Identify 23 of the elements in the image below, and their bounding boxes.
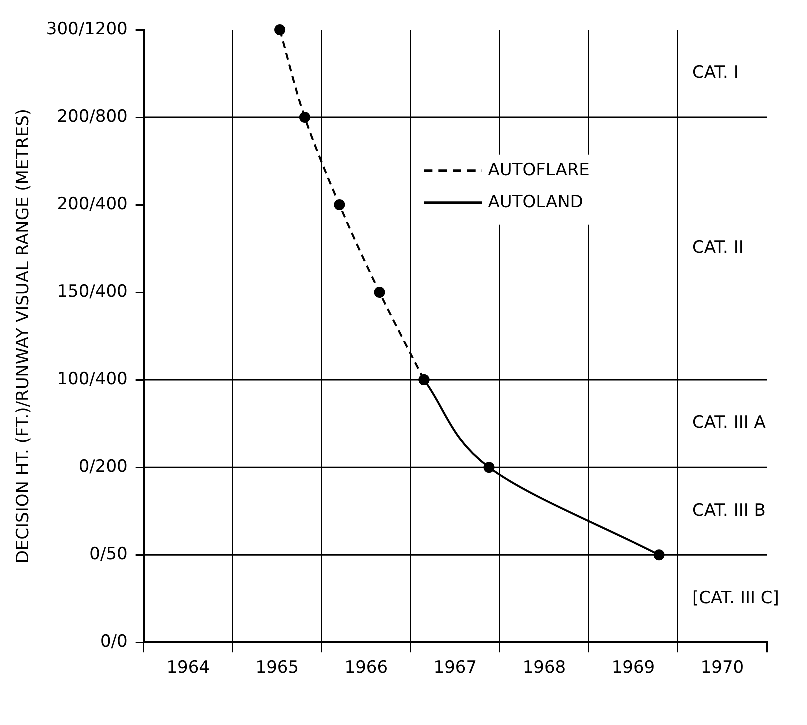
y-axis-title: DECISION HT. (FT.)/RUNWAY VISUAL RANGE (METRES) [14,108,34,564]
x-tick-label: 1970 [700,658,744,678]
y-tick-label: 150/400 [57,282,128,302]
annotation: CAT. I [692,63,739,84]
y-tick-label: 0/0 [100,632,128,652]
x-tick-label: 1966 [344,658,388,678]
legend-label: AUTOFLARE [488,160,590,180]
annotation: CAT. III B [692,500,766,521]
x-tick-label: 1969 [612,658,656,678]
y-tick-label: 200/800 [57,106,128,127]
annotation: [CAT. III C] [692,588,780,608]
x-tick-label: 1965 [256,658,300,678]
y-tick-label: 0/50 [90,544,128,565]
x-tick-label: 1964 [166,658,210,678]
y-tick-label: 100/400 [57,369,128,390]
y-tick-label: 300/1200 [46,19,128,40]
annotation: CAT. III A [692,413,766,434]
legend-label: AUTOLAND [488,192,584,212]
x-tick-label: 1968 [522,658,566,678]
annotation: CAT. II [692,238,744,258]
y-tick-label: 0/200 [78,456,128,477]
x-tick-label: 1967 [434,658,478,678]
y-tick-label: 200/400 [57,194,128,214]
